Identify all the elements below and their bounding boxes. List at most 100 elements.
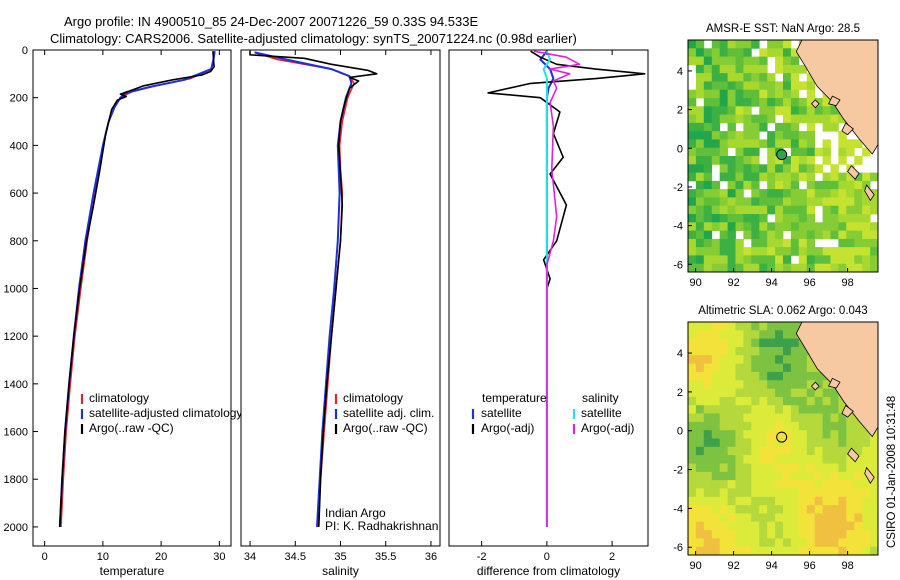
map-cell — [711, 363, 721, 373]
map-cell — [688, 347, 697, 356]
map-cell — [798, 347, 808, 356]
map-cell — [751, 446, 760, 456]
map-cell — [838, 263, 847, 272]
map-cell — [695, 197, 705, 207]
map-cell — [830, 496, 839, 506]
map-frame — [687, 321, 879, 556]
map-cell — [814, 496, 823, 506]
legend-label: satellite-adjusted climatology — [89, 406, 242, 420]
map-cell — [703, 480, 713, 489]
map-cell — [743, 156, 752, 165]
map-cell — [719, 521, 728, 531]
map-cell — [775, 230, 784, 240]
map-cell — [688, 106, 697, 115]
map-cell — [695, 131, 705, 140]
map-cell — [775, 214, 784, 223]
map-cell — [735, 263, 744, 272]
map-cell — [830, 263, 839, 272]
map-cell — [767, 230, 776, 240]
island — [841, 122, 854, 136]
map-cell — [798, 513, 808, 523]
map-cell — [822, 455, 831, 464]
map-cell — [719, 421, 728, 431]
map-cell — [759, 73, 768, 82]
map-cell — [727, 413, 736, 423]
map-cell — [767, 388, 776, 398]
map-cell — [719, 147, 728, 157]
map-cell — [775, 180, 784, 190]
map-cell — [767, 197, 776, 207]
map-cell — [688, 238, 697, 248]
map-cell — [775, 322, 784, 331]
island — [847, 447, 860, 463]
map-cell — [783, 330, 792, 339]
map-cell — [719, 488, 728, 498]
map-cell — [775, 380, 784, 389]
map-cell — [703, 505, 713, 514]
map-cell — [688, 40, 697, 49]
map-cell — [838, 455, 847, 464]
map-cell — [838, 521, 847, 531]
map-cell — [743, 396, 752, 406]
map-cell — [727, 222, 736, 231]
map-cell — [751, 388, 760, 398]
map-cell — [806, 73, 816, 82]
map-cell — [798, 396, 808, 406]
x-tick-label: 34.5 — [285, 551, 306, 563]
map-cell — [711, 205, 721, 215]
map-cell — [695, 463, 705, 473]
map-cell — [790, 214, 800, 223]
map-cell — [790, 263, 800, 272]
map-cell — [830, 106, 839, 115]
map-cell — [735, 180, 744, 190]
map-cell — [711, 214, 721, 223]
map-cell — [767, 530, 776, 539]
map-cell — [798, 238, 808, 248]
map-cell — [695, 147, 705, 157]
map-cell — [727, 114, 736, 124]
map-cell — [711, 48, 721, 57]
map-cell — [854, 446, 863, 456]
map-cell — [759, 330, 768, 339]
map-cell — [703, 455, 713, 464]
map-cell — [846, 455, 855, 464]
map-cell — [695, 355, 705, 364]
map-cell — [870, 446, 878, 456]
map-cell — [743, 172, 752, 182]
map-cell — [767, 396, 776, 406]
map-cell — [735, 98, 744, 107]
map-cell — [854, 205, 863, 215]
map-cell — [806, 214, 816, 223]
map-cell — [735, 347, 744, 356]
map-cell — [838, 255, 847, 265]
map-cell — [870, 496, 878, 506]
map-cell — [703, 122, 713, 132]
map-cell — [767, 48, 776, 57]
map-cell — [790, 156, 800, 165]
map-cell — [838, 131, 847, 140]
map-cell — [688, 147, 697, 157]
map-cell — [854, 172, 863, 182]
map-cell — [751, 131, 760, 140]
map-cell — [735, 363, 744, 373]
legend-label: satellite — [481, 406, 522, 420]
map-cell — [711, 488, 721, 498]
map-cell — [870, 247, 878, 256]
map-cell — [862, 530, 871, 539]
map-cell — [759, 338, 768, 348]
map-cell — [822, 98, 831, 107]
map-cell — [798, 446, 808, 456]
map-cell — [767, 322, 776, 331]
map-cell — [759, 438, 768, 448]
map-cell — [775, 463, 784, 473]
map-cell — [727, 521, 736, 531]
map-cell — [727, 505, 736, 514]
map-cell — [727, 546, 736, 555]
map-cell — [695, 371, 705, 381]
map-cell — [830, 180, 839, 190]
map-cell — [719, 396, 728, 406]
map-cell — [695, 446, 705, 456]
map-cell — [735, 530, 744, 539]
